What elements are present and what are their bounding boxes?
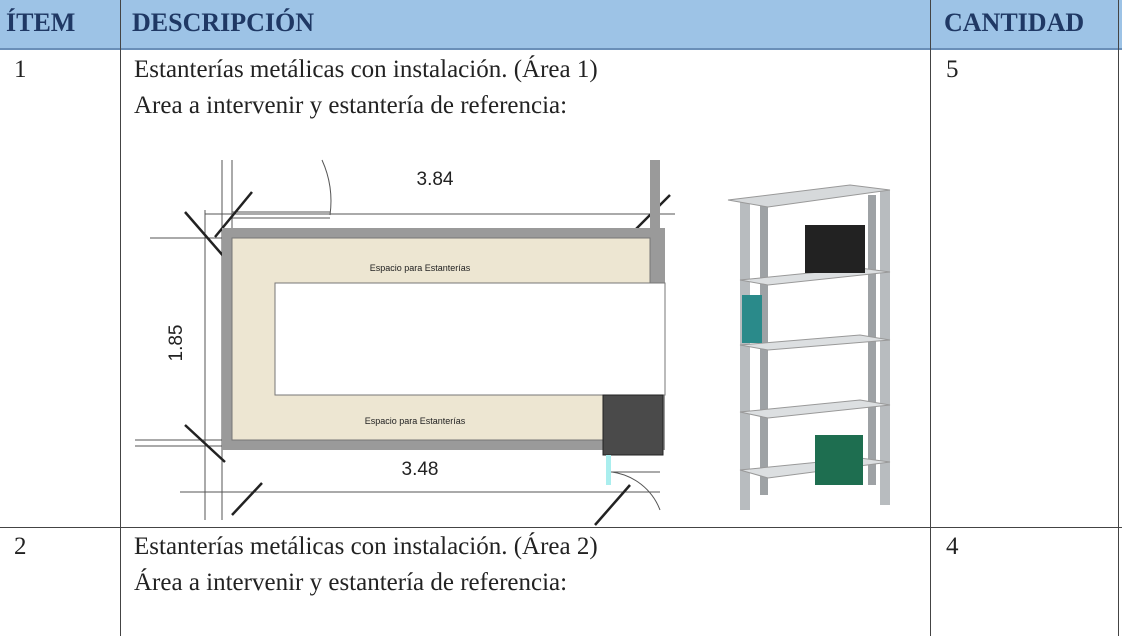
description: Estanterías metálicas con instalación. (… [134, 533, 598, 560]
description: Área a intervenir y estantería de refere… [134, 569, 568, 596]
header-cell: DESCRIPCIÓN [132, 8, 315, 37]
rule [0, 527, 1122, 528]
zone-label: Espacio para Estanterías [365, 416, 466, 426]
header-row [0, 0, 1122, 48]
column [602, 394, 664, 456]
quantity: 5 [946, 56, 959, 83]
rule [930, 0, 931, 636]
wall [650, 160, 660, 230]
header-cell: CANTIDAD [944, 8, 1085, 37]
description: Area a intervenir y estantería de refere… [134, 92, 568, 119]
quantity: 4 [946, 533, 959, 560]
shelf [727, 184, 891, 510]
zone-label: Espacio para Estanterías [370, 263, 471, 273]
rule [120, 0, 121, 636]
item: 1 [14, 56, 27, 83]
rule [0, 48, 1122, 50]
header-cell: ÍTEM [6, 8, 76, 37]
window [606, 455, 611, 485]
dimension: 3.84 [417, 169, 454, 190]
item: 2 [14, 533, 27, 560]
room [274, 282, 666, 396]
dimension: 1.85 [166, 325, 187, 362]
dimension: 3.48 [402, 459, 439, 480]
description: Estanterías metálicas con instalación. (… [134, 56, 598, 83]
rule [1118, 0, 1119, 636]
